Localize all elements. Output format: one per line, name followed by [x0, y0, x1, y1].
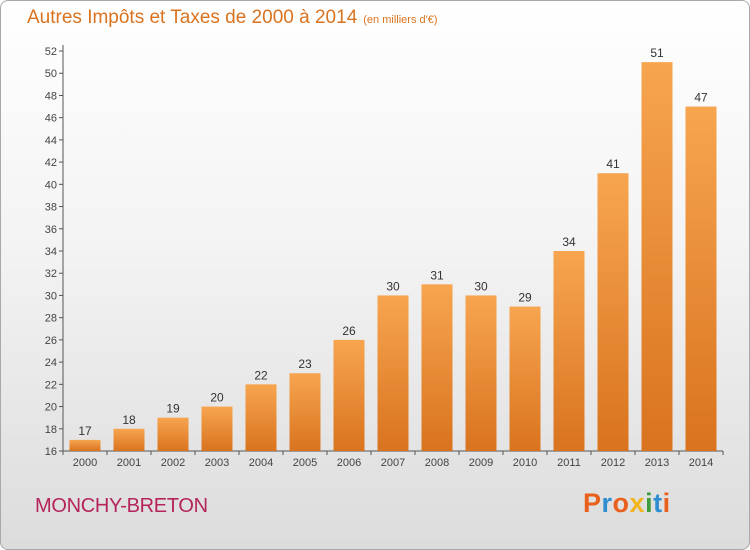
brand-logo-letter: P — [583, 488, 602, 518]
bar-value-label: 22 — [254, 368, 268, 382]
bar-value-label: 29 — [518, 291, 532, 305]
brand-logo-letter: i — [662, 488, 671, 518]
brand-logo-letter: x — [629, 488, 646, 518]
x-tick-label: 2014 — [689, 457, 713, 469]
y-tick-label: 52 — [45, 46, 57, 58]
x-tick-label: 2003 — [205, 457, 229, 469]
bar-value-label: 30 — [474, 279, 488, 293]
y-tick-label: 26 — [45, 335, 57, 347]
brand-logo-letter: o — [612, 488, 630, 518]
x-tick-label: 2010 — [513, 457, 537, 469]
x-tick-label: 2004 — [249, 457, 273, 469]
brand-logo-letter: r — [601, 488, 613, 518]
x-tick-label: 2001 — [117, 457, 141, 469]
y-tick-label: 16 — [45, 446, 57, 458]
y-tick-label: 50 — [45, 68, 57, 80]
x-tick-label: 2013 — [645, 457, 669, 469]
chart-bars — [69, 62, 717, 452]
chart-unit-label: (en milliers d'€) — [363, 14, 438, 26]
brand-logo-letter: i — [645, 488, 654, 518]
y-tick-label: 32 — [45, 268, 57, 280]
y-tick-label: 30 — [45, 290, 57, 302]
bar-2012 — [597, 173, 629, 451]
x-tick-label: 2008 — [425, 457, 449, 469]
bar-2002 — [157, 417, 189, 451]
bar-2014 — [685, 106, 717, 452]
x-tick-label: 2000 — [73, 457, 97, 469]
y-tick-label: 18 — [45, 424, 57, 436]
y-tick-label: 28 — [45, 313, 57, 325]
brand-logo: Proxiti — [583, 488, 671, 519]
brand-logo-letter: t — [653, 488, 663, 518]
y-tick-label: 22 — [45, 379, 57, 391]
y-tick-label: 36 — [45, 224, 57, 236]
x-tick-label: 2002 — [161, 457, 185, 469]
bar-value-label: 19 — [166, 402, 180, 416]
bar-value-label: 51 — [650, 46, 664, 60]
chart-labels: 17 2000 18 2001 19 2002 20 2003 22 2004 23 2005 26 20… — [73, 46, 713, 469]
bar-2006 — [333, 339, 365, 451]
chart-title: Autres Impôts et Taxes de 2000 à 2014 (en… — [27, 7, 438, 29]
x-tick-label: 2012 — [601, 457, 625, 469]
bar-2007 — [377, 295, 409, 451]
bar-value-label: 47 — [694, 91, 708, 105]
bar-value-label: 41 — [606, 157, 620, 171]
y-tick-label: 40 — [45, 179, 57, 191]
commune-name: MONCHY-BRETON — [35, 495, 208, 517]
bar-value-label: 30 — [386, 279, 400, 293]
y-tick-label: 24 — [45, 357, 57, 369]
bar-value-label: 17 — [78, 424, 92, 438]
bar-2008 — [421, 284, 453, 451]
y-tick-label: 46 — [45, 113, 57, 125]
bar-2010 — [509, 306, 541, 451]
y-tick-label: 44 — [45, 135, 57, 147]
bar-value-label: 26 — [342, 324, 356, 338]
bar-2011 — [553, 251, 585, 451]
y-tick-label: 42 — [45, 157, 57, 169]
bar-value-label: 34 — [562, 235, 576, 249]
x-tick-label: 2009 — [469, 457, 493, 469]
y-tick-label: 20 — [45, 402, 57, 414]
y-tick-label: 38 — [45, 202, 57, 214]
bar-value-label: 20 — [210, 391, 224, 405]
bar-2004 — [245, 384, 277, 451]
x-tick-label: 2007 — [381, 457, 405, 469]
bar-value-label: 23 — [298, 357, 312, 371]
y-tick-label: 34 — [45, 246, 57, 258]
bar-2013 — [641, 62, 673, 451]
bar-2009 — [465, 295, 497, 451]
x-tick-label: 2005 — [293, 457, 317, 469]
bar-2003 — [201, 406, 233, 451]
bar-2005 — [289, 373, 321, 451]
bar-2000 — [69, 439, 101, 451]
bar-2001 — [113, 428, 145, 451]
bar-value-label: 31 — [430, 268, 444, 282]
chart-title-text: Autres Impôts et Taxes de 2000 à 2014 — [27, 7, 358, 28]
bar-value-label: 18 — [122, 413, 136, 427]
x-tick-label: 2011 — [557, 457, 581, 469]
x-tick-label: 2006 — [337, 457, 361, 469]
y-tick-label: 48 — [45, 90, 57, 102]
